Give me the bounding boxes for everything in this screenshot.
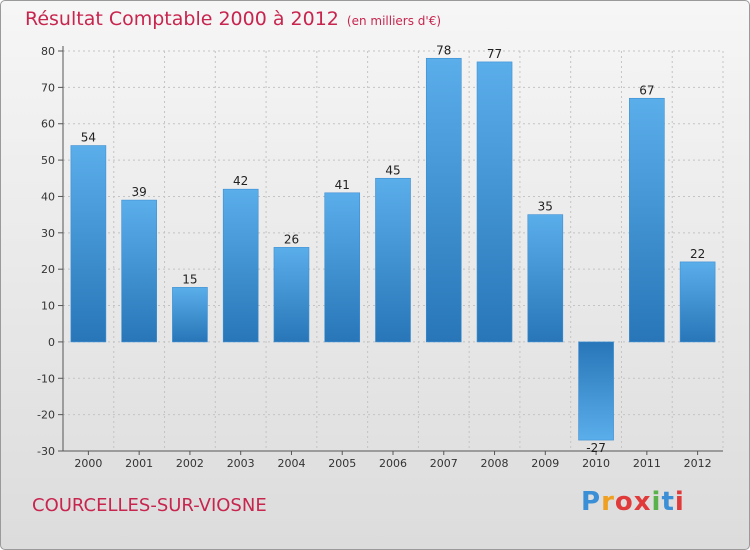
logo-letter: P — [581, 487, 602, 517]
value-label: -27 — [586, 441, 606, 455]
x-tick-label: 2008 — [481, 457, 509, 470]
bar-2002 — [172, 287, 208, 343]
bar-2004 — [273, 247, 310, 343]
value-label: 35 — [538, 200, 553, 214]
x-tick-label: 2009 — [531, 457, 559, 470]
bars — [70, 57, 716, 441]
bar-2007 — [425, 57, 462, 343]
bar-2011 — [629, 97, 665, 343]
y-tick-label: 70 — [41, 81, 55, 94]
y-tick-label: 30 — [41, 227, 55, 240]
commune-name: COURCELLES-SUR-VIOSNE — [32, 495, 267, 516]
bar-2003 — [222, 188, 259, 343]
y-tick-label: 0 — [48, 336, 55, 349]
chart-title: Résultat Comptable 2000 à 2012 (en millie… — [25, 8, 441, 30]
value-label: 45 — [385, 163, 400, 177]
bar-2012 — [679, 261, 716, 343]
x-tick-label: 2007 — [430, 457, 458, 470]
value-label: 15 — [182, 272, 197, 286]
value-label: 42 — [233, 174, 248, 188]
y-tick-label: -20 — [37, 409, 55, 422]
bar-2008 — [476, 61, 513, 343]
bar-2000 — [70, 145, 107, 343]
value-label: 26 — [284, 232, 299, 246]
x-tick-label: 2006 — [379, 457, 407, 470]
x-tick-label: 2003 — [227, 457, 255, 470]
value-label: 54 — [81, 131, 96, 145]
logo-letter: x — [633, 487, 652, 517]
value-label: 39 — [132, 185, 147, 199]
value-label: 67 — [639, 83, 654, 97]
y-tick-label: -10 — [37, 372, 55, 385]
x-tick-label: 2012 — [684, 457, 712, 470]
logo-letter: o — [614, 487, 634, 517]
value-label: 22 — [690, 247, 705, 261]
value-label: 78 — [436, 43, 451, 57]
y-tick-label: 40 — [41, 190, 55, 203]
x-tick-label: 2011 — [633, 457, 661, 470]
y-tick-label: -30 — [37, 445, 55, 458]
value-label: 77 — [487, 47, 502, 61]
y-tick-label: 80 — [41, 45, 55, 58]
y-tick-label: 20 — [41, 263, 55, 276]
x-tick-label: 2001 — [125, 457, 153, 470]
chart-title-unit: (en milliers d'€) — [346, 14, 442, 28]
x-tick-label: 2002 — [176, 457, 204, 470]
bar-2010 — [578, 341, 614, 441]
logo-letter: i — [651, 487, 662, 517]
proxiti-logo: Proxiti — [581, 487, 685, 517]
value-label: 41 — [335, 178, 350, 192]
logo-letter: i — [674, 487, 685, 517]
y-tick-label: 50 — [41, 154, 55, 167]
bar-2001 — [121, 199, 157, 343]
labels: -30 -20 -10 0 10 20 30 40 50 60 70 80 2000 54 2001 39 20… — [37, 43, 712, 470]
x-tick-label: 2010 — [582, 457, 610, 470]
x-tick-label: 2005 — [328, 457, 356, 470]
bar-2009 — [527, 214, 564, 343]
y-tick-label: 10 — [41, 300, 55, 313]
logo-letter: t — [661, 487, 675, 517]
axes — [58, 46, 723, 455]
chart-title-main: Résultat Comptable 2000 à 2012 — [25, 8, 339, 30]
bar-2005 — [324, 192, 361, 343]
bar-2006 — [375, 177, 411, 343]
x-tick-label: 2004 — [277, 457, 305, 470]
logo-letter: r — [601, 487, 615, 517]
y-tick-label: 60 — [41, 118, 55, 131]
x-tick-label: 2000 — [74, 457, 102, 470]
